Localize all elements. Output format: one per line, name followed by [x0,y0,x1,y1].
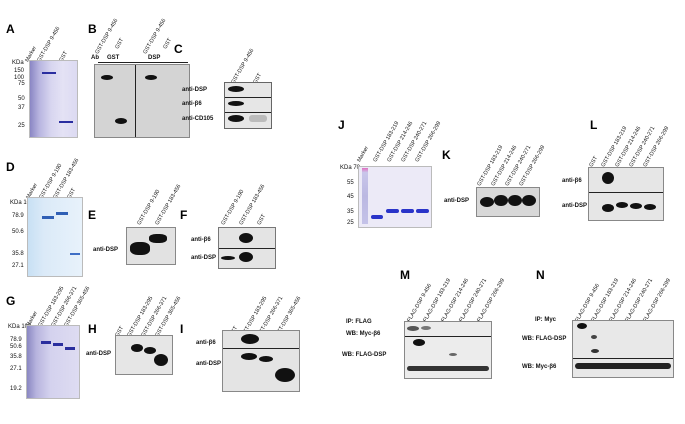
marker-tick: 25 [347,220,354,226]
row-label: WB: FLAG-DSP [342,352,387,358]
row-label: anti-DSP [444,198,470,204]
marker-tick: 35.8 [12,251,24,257]
panel-label-d: D [6,160,15,174]
row-label: anti-β6 [562,178,582,184]
panel-label-a: A [6,22,15,36]
coomassie-gel [26,325,80,399]
ab-dsp-label: DSP [148,55,161,61]
lane-label: GST [114,37,126,51]
marker-tick: 55 [347,180,354,186]
row-label: WB: Myc-β6 [346,331,381,337]
panel-label-j: J [338,118,345,132]
lane-label: GST [256,213,268,227]
row-label: anti-β6 [191,237,211,243]
row-label: anti-β6 [196,340,216,346]
panel-label-c: C [174,42,183,56]
coomassie-gel [358,166,432,228]
ab-label: Ab [91,55,99,61]
kda-label: KDa 108 [10,200,34,206]
row-label: anti-DSP [562,203,588,209]
marker-tick: 78.9 [10,337,22,343]
kda-label: KDa [12,60,24,66]
lane-label: GST-DSP 9-456 [142,17,168,56]
marker-tick: 35 [347,209,354,215]
marker-tick: 100 [14,75,25,81]
western-blot [126,227,176,265]
row-label: WB: FLAG-DSP [522,336,567,342]
coomassie-gel [29,60,78,138]
western-blot [476,187,540,217]
western-blot [572,320,674,378]
row-label: anti-DSP [191,255,217,261]
row-label: anti-CD105 [182,116,214,122]
western-blot [588,167,664,221]
western-blot [224,82,272,129]
marker-tick: 19.2 [10,386,22,392]
marker-tick: 50.6 [12,229,24,235]
lane-label: GST-DSP 9-456 [36,25,62,64]
marker-tick: 50.6 [10,344,22,350]
western-blot [94,64,190,138]
lane-label: Marker [356,145,371,164]
western-blot [222,330,300,392]
panel-label-g: G [6,294,16,308]
row-label: anti-DSP [86,351,112,357]
panel-label-b: B [88,22,97,36]
panel-label-k: K [442,148,451,162]
row-label: anti-DSP [182,87,208,93]
row-label: anti-β6 [182,101,202,107]
row-label: anti-DSP [93,247,119,253]
marker-tick: 50 [18,96,25,102]
marker-tick: 27.1 [10,366,22,372]
lane-label: GST-DSP 9-456 [94,17,120,56]
row-label: IP: Myc [535,317,557,323]
lane-label: GST [162,37,174,51]
coomassie-gel [27,197,83,277]
kda-label: KDa 108 [8,324,32,330]
kda-label: KDa 70 [340,165,361,171]
lane-label: GST-DSP 9-456 [230,47,256,86]
marker-tick: 45 [347,194,354,200]
divider [98,62,188,63]
ab-gst-label: GST [107,55,120,61]
panel-label-n: N [536,268,545,282]
panel-label-f: F [180,208,188,222]
panel-label-i: I [180,322,184,336]
row-label: IP: FLAG [346,319,372,325]
panel-label-l: L [590,118,598,132]
row-label: anti-DSP [196,361,222,367]
western-blot [218,227,276,269]
panel-label-h: H [88,322,97,336]
marker-tick: 37 [18,105,25,111]
panel-label-m: M [400,268,410,282]
marker-tick: 78.9 [12,213,24,219]
western-blot [115,335,173,375]
western-blot [404,321,492,379]
panel-label-e: E [88,208,97,222]
marker-tick: 25 [18,123,25,129]
marker-tick: 35.8 [10,354,22,360]
marker-tick: 75 [18,81,25,87]
marker-tick: 150 [14,68,25,74]
marker-tick: 27.1 [12,263,24,269]
row-label: WB: Myc-β6 [522,364,557,370]
